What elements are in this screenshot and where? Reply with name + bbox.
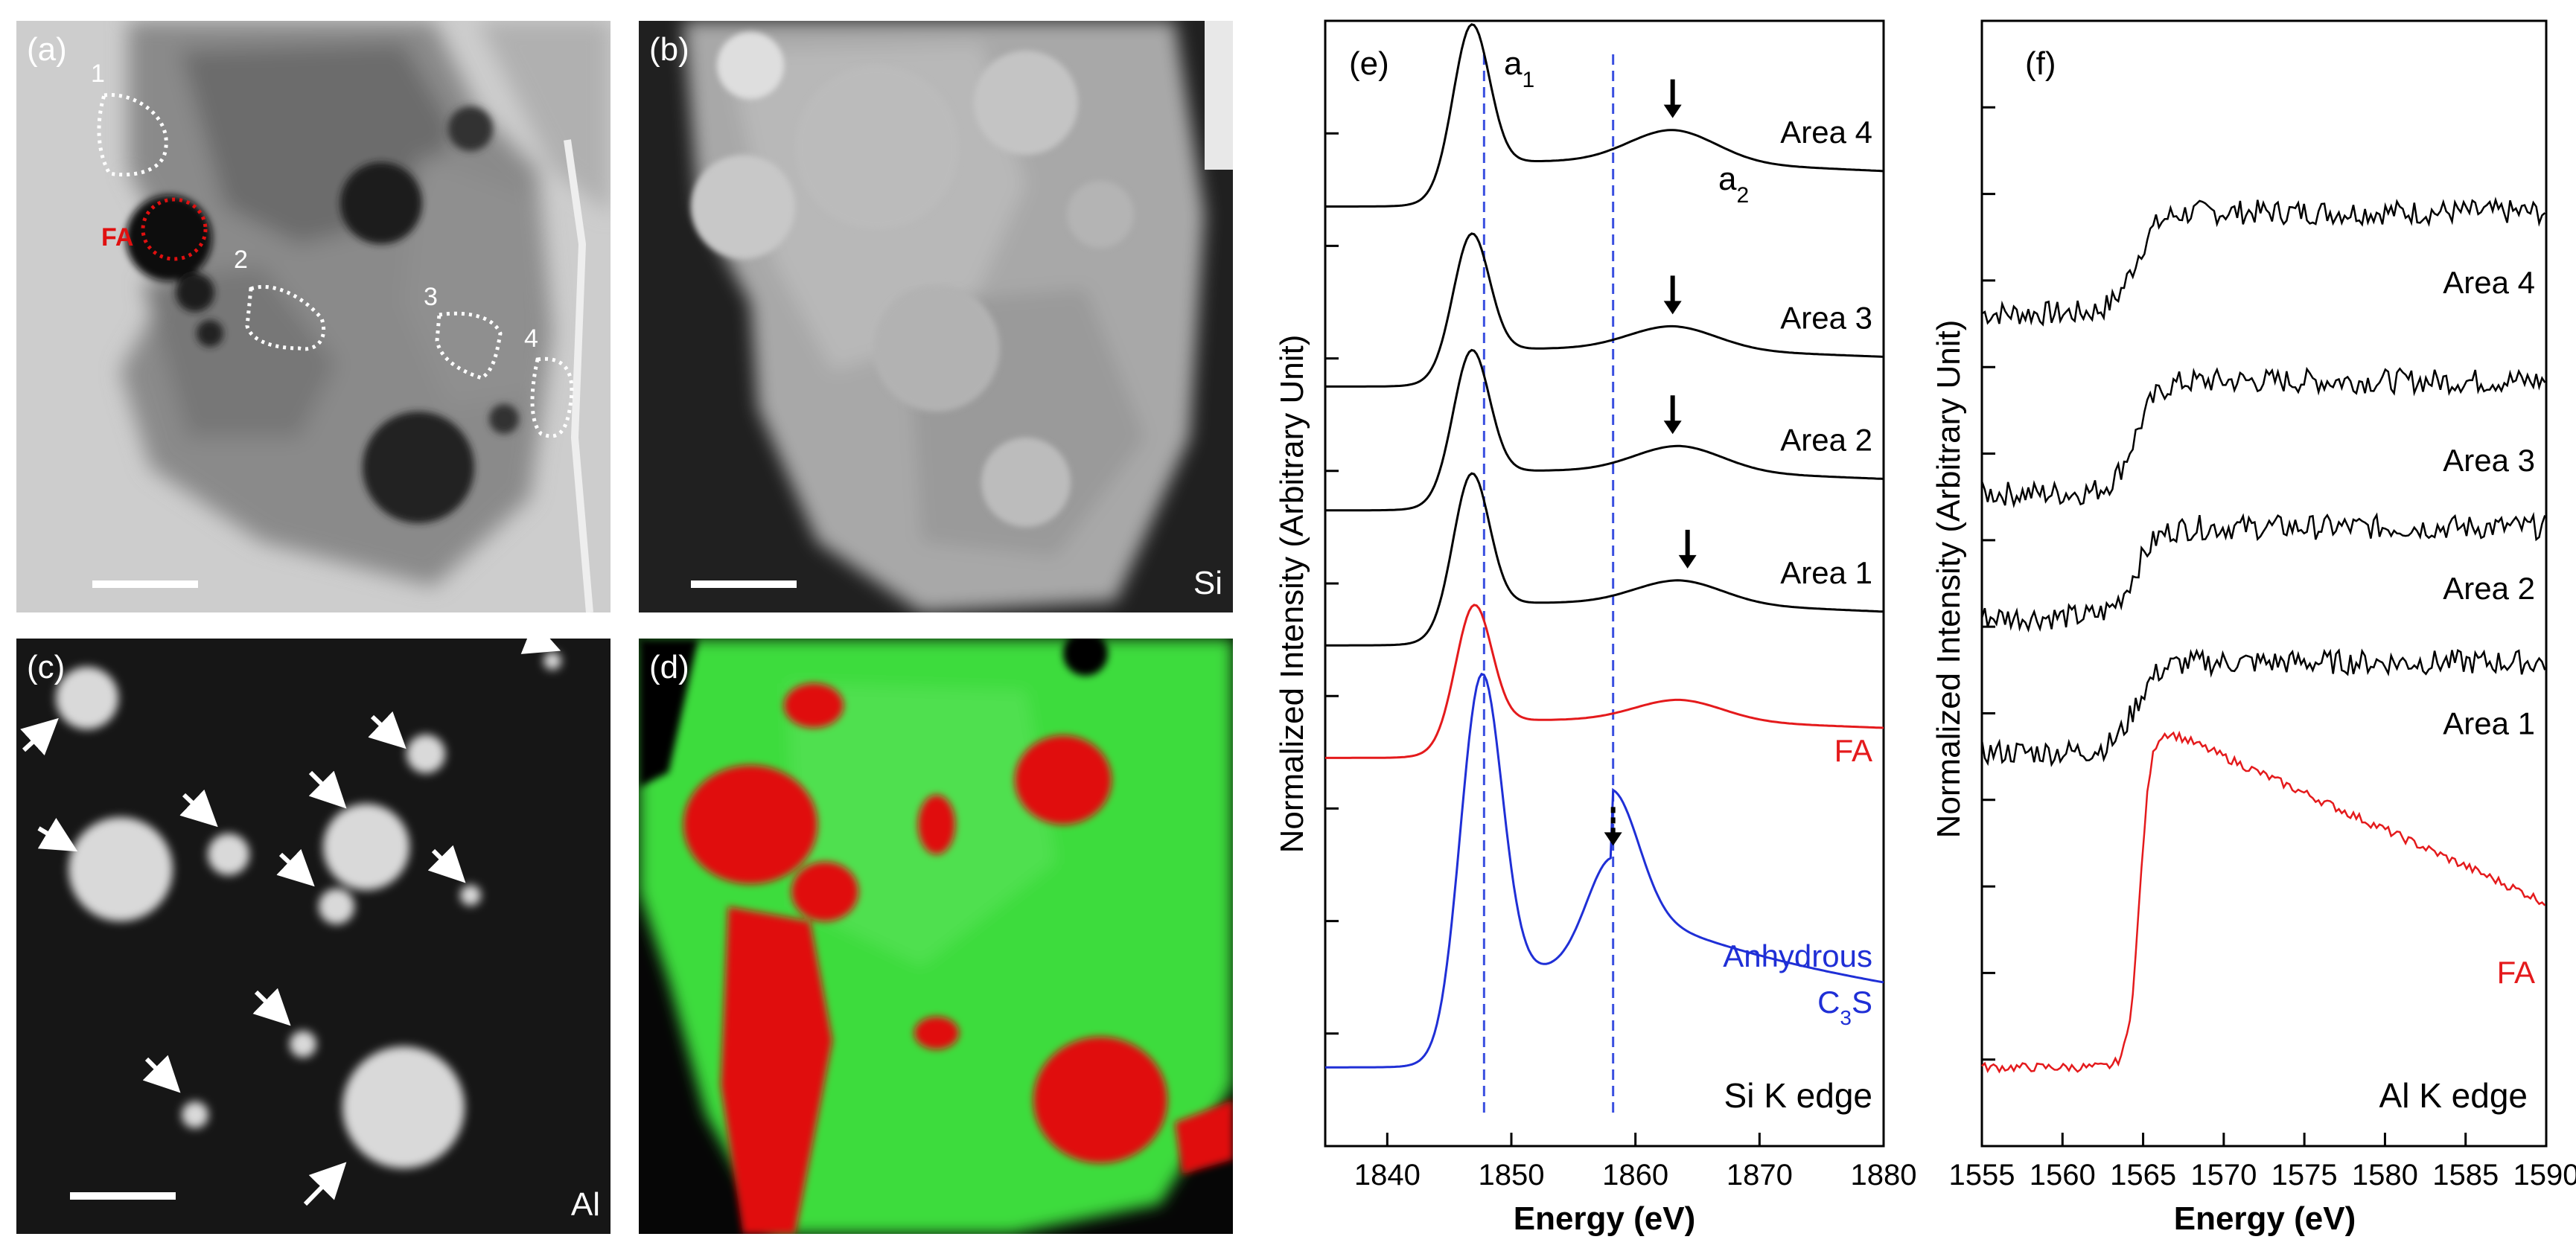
chart-f-frame <box>1980 19 2548 1148</box>
x-tick-label: 1840 <box>1354 1159 1421 1191</box>
x-tick-label: 1570 <box>2190 1159 2257 1191</box>
series-label: Anhydrous <box>1723 938 1872 973</box>
chart-f-panel-label: (f) <box>2025 45 2056 82</box>
series-label: Area 3 <box>1780 300 1872 335</box>
x-tick-label: 1575 <box>2271 1159 2338 1191</box>
chart-e-annotation-a1: a1 <box>1504 45 1534 92</box>
series-line-4 <box>1981 730 2546 1074</box>
chart-e-panel-label: (e) <box>1349 45 1389 82</box>
chart-e-series-labels: Area 4 Area 3 Area 2 Area 1 FA Anhydrous C3S <box>1723 115 1872 1029</box>
region-fa <box>141 197 208 261</box>
panel-d-label: (d) <box>649 649 689 685</box>
series-line-4 <box>1325 604 1884 759</box>
arrow-head <box>1678 554 1697 569</box>
series-line-1 <box>1325 232 1884 388</box>
series-label: FA <box>2497 955 2535 990</box>
chart-si-k-edge: Normalized Intensity (Arbitrary Unit) 18… <box>1274 19 1917 1237</box>
x-tick-label: 1860 <box>1602 1159 1668 1191</box>
chart-e-xlabel: Energy (eV) <box>1514 1200 1696 1237</box>
panel-b: (b) Si <box>639 21 1233 612</box>
series-label: C3S <box>1817 985 1872 1029</box>
region-label-3: 3 <box>424 283 438 311</box>
series-line-5 <box>1325 672 1884 1069</box>
chart-e-guides <box>1482 54 1615 1116</box>
arrow-head <box>1663 420 1682 435</box>
series-label: Area 4 <box>1780 115 1872 150</box>
chart-e-curves <box>1325 23 1884 1069</box>
panel-c: (c) Al <box>16 639 610 1234</box>
chart-al-k-edge: Normalized Intensity (Arbitrary Unit) 15… <box>1931 19 2576 1237</box>
series-line-3 <box>1325 472 1884 647</box>
x-tick-label: 1850 <box>1479 1159 1545 1191</box>
panel-a: (a) 1 FA 2 3 4 <box>16 21 610 612</box>
chart-f-edge-label: Al K edge <box>2379 1076 2528 1115</box>
arrow-markers <box>20 639 561 1206</box>
region-4 <box>530 356 574 438</box>
x-tick-label: 1555 <box>1949 1159 2015 1191</box>
region-label-4: 4 <box>524 324 538 353</box>
chart-e-ticks: 1840 1850 1860 1870 1880 <box>1325 132 1917 1191</box>
panel-d-image <box>639 639 1233 1234</box>
scale-bar <box>70 1192 176 1200</box>
chart-e-ylabel: Normalized Intensity (Arbitrary Unit) <box>1274 335 1310 854</box>
chart-f-ylabel: Normalized Intensity (Arbitrary Unit) <box>1931 320 1967 839</box>
chart-e-arrows <box>1604 79 1697 846</box>
series-label: Area 3 <box>2443 443 2535 478</box>
x-tick-label: 1585 <box>2432 1159 2499 1191</box>
chart-e-edge-label: Si K edge <box>1724 1076 1872 1115</box>
x-tick-label: 1880 <box>1851 1159 1917 1191</box>
series-line-1 <box>1980 366 2546 509</box>
region-2 <box>245 284 326 351</box>
series-label: Area 2 <box>2443 571 2535 606</box>
chart-e-annotation-a2: a2 <box>1718 161 1749 208</box>
panel-c-image <box>16 639 610 1234</box>
series-label: Area 1 <box>1780 555 1872 590</box>
panel-b-element: Si <box>1193 565 1222 601</box>
x-tick-label: 1590 <box>2513 1159 2576 1191</box>
chart-f-series-labels: Area 4 Area 3 Area 2 Area 1 FA <box>2443 265 2535 990</box>
chart-f-ticks: 1555 1560 1565 1570 1575 1580 1585 1590 <box>1949 106 2576 1191</box>
x-tick-label: 1565 <box>2110 1159 2176 1191</box>
panel-c-element: Al <box>570 1186 600 1223</box>
panel-a-image <box>16 21 610 612</box>
region-label-fa: FA <box>101 223 134 252</box>
series-label: FA <box>1834 733 1872 768</box>
series-line-0 <box>1981 196 2546 327</box>
series-line-0 <box>1325 23 1884 208</box>
region-3 <box>435 311 503 380</box>
arrow-head <box>1663 104 1682 118</box>
scale-bar <box>92 580 198 588</box>
region-label-1: 1 <box>91 60 105 88</box>
panel-a-label: (a) <box>27 31 67 68</box>
arrow-head <box>1604 832 1622 846</box>
series-label: Area 4 <box>2443 265 2535 300</box>
series-line-2 <box>1325 348 1884 512</box>
x-tick-label: 1580 <box>2352 1159 2418 1191</box>
series-line-2 <box>1980 511 2546 633</box>
panel-c-label: (c) <box>27 649 66 685</box>
panel-b-image <box>639 21 1233 612</box>
scale-bar <box>691 580 797 588</box>
series-line-3 <box>1980 648 2546 767</box>
region-label-2: 2 <box>234 246 248 274</box>
series-label: Area 2 <box>1780 422 1872 457</box>
panel-b-label: (b) <box>649 31 689 68</box>
panel-d: (d) <box>639 639 1233 1234</box>
arrow-head <box>1663 301 1682 315</box>
series-label: Area 1 <box>2443 706 2535 741</box>
chart-f-xlabel: Energy (eV) <box>2174 1200 2356 1237</box>
chart-f-curves <box>1980 196 2546 1074</box>
region-1 <box>97 93 168 177</box>
x-tick-label: 1870 <box>1727 1159 1793 1191</box>
x-tick-label: 1560 <box>2030 1159 2096 1191</box>
